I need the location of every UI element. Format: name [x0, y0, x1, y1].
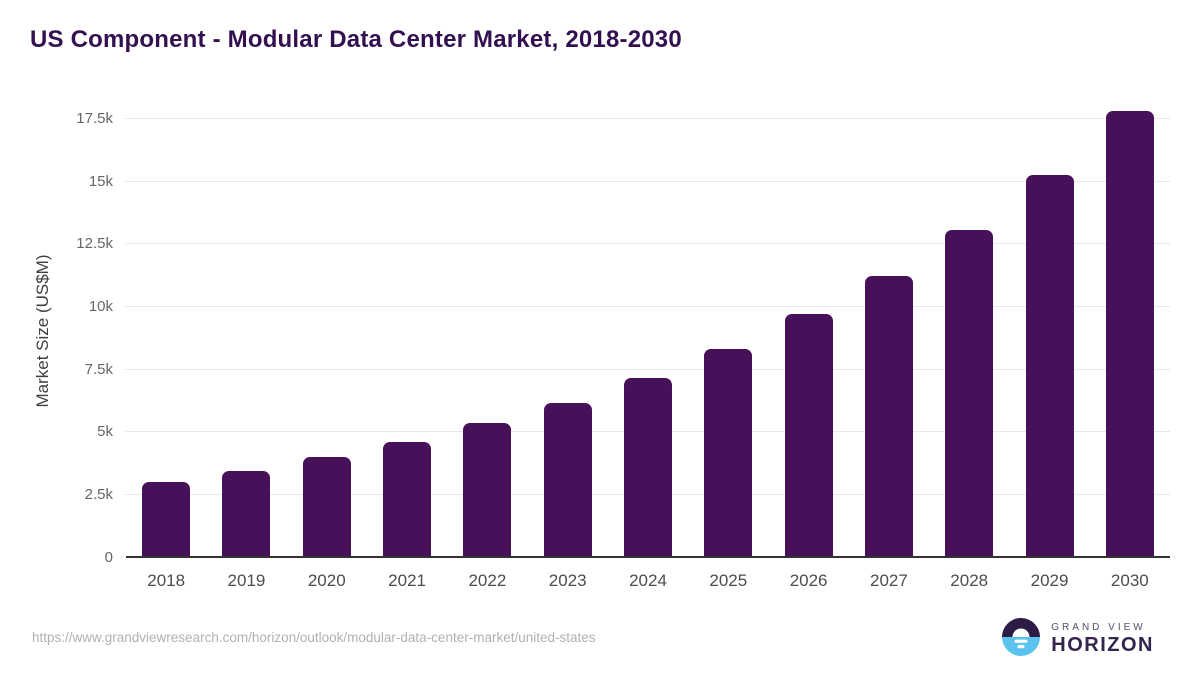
bar-2018 — [142, 481, 191, 557]
bar-2030 — [1105, 111, 1154, 557]
y-tick-label-7.5k: 7.5k — [84, 360, 113, 378]
bar-2027 — [864, 275, 913, 557]
x-tick-label-2027: 2027 — [870, 571, 908, 590]
bar-2020 — [302, 456, 351, 557]
y-tick-label-5k: 5k — [97, 423, 113, 441]
x-tick-label-2029: 2029 — [1030, 571, 1069, 590]
y-tick-label-0: 0 — [104, 548, 113, 566]
x-tick-label-2019: 2019 — [227, 571, 266, 590]
gridline-17.5k — [125, 118, 1170, 120]
y-tick-label-12.5k: 12.5k — [76, 235, 113, 253]
x-tick-label-2020: 2020 — [307, 571, 346, 590]
brand-name-bottom: HORIZON — [1051, 633, 1154, 656]
chart-title: US Component - Modular Data Center Marke… — [30, 26, 682, 53]
bar-2022 — [463, 422, 512, 557]
gridline-10k — [125, 305, 1170, 307]
x-tick-label-2023: 2023 — [548, 571, 587, 590]
y-tick-label-17.5k: 17.5k — [76, 110, 113, 128]
x-tick-label-2021: 2021 — [388, 571, 426, 590]
brand-logo: GRAND VIEW HORIZON — [1001, 617, 1154, 662]
horizon-sun-icon — [1001, 617, 1041, 662]
gridline-12.5k — [125, 243, 1170, 245]
bar-2029 — [1025, 174, 1074, 557]
x-tick-label-2018: 2018 — [147, 571, 186, 590]
bar-2025 — [704, 348, 753, 557]
gridline-7.5k — [125, 368, 1170, 370]
brand-name-top: GRAND VIEW — [1051, 622, 1146, 634]
bar-2023 — [543, 402, 592, 557]
bar-2026 — [784, 313, 833, 557]
bar-2028 — [945, 230, 994, 557]
brand-text: GRAND VIEW HORIZON — [1051, 622, 1154, 657]
y-tick-label-10k: 10k — [88, 297, 113, 315]
x-tick-label-2030: 2030 — [1110, 571, 1149, 590]
gridline-15k — [125, 180, 1170, 182]
source-url: https://www.grandviewresearch.com/horizo… — [32, 630, 596, 645]
x-tick-label-2026: 2026 — [789, 571, 828, 590]
x-tick-label-2024: 2024 — [629, 571, 667, 590]
bar-2024 — [624, 377, 672, 557]
x-tick-label-2028: 2028 — [950, 571, 989, 590]
bar-2019 — [222, 470, 271, 557]
x-tick-label-2025: 2025 — [709, 571, 748, 590]
x-tick-label-2022: 2022 — [468, 571, 507, 590]
y-tick-label-15k: 15k — [88, 172, 113, 190]
x-axis-line — [126, 556, 1170, 558]
y-tick-label-2.5k: 2.5k — [84, 485, 113, 503]
bar-2021 — [383, 441, 432, 557]
